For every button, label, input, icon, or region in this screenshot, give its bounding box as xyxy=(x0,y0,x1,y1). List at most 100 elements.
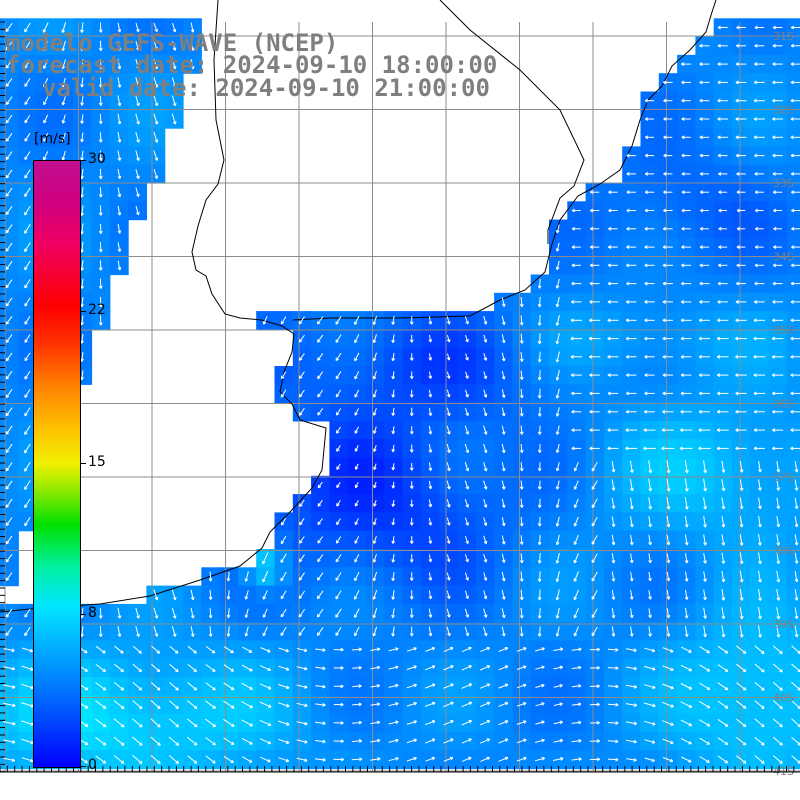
wind-arrow xyxy=(424,701,436,707)
wind-arrow xyxy=(648,516,652,528)
wind-arrow xyxy=(607,757,619,762)
wind-arrow xyxy=(43,96,49,106)
wind-arrow xyxy=(644,263,655,268)
wind-arrow xyxy=(406,720,417,725)
wind-arrow xyxy=(373,444,377,452)
wind-arrow xyxy=(771,373,784,378)
wind-arrow xyxy=(262,626,268,637)
wind-arrow xyxy=(24,480,31,490)
wind-arrow xyxy=(483,608,488,618)
wind-arrow xyxy=(772,135,783,140)
wind-arrow xyxy=(406,665,417,670)
wind-speed-cell xyxy=(786,677,800,696)
wind-arrow xyxy=(699,300,710,304)
latitude-label: 38S xyxy=(773,545,794,558)
wind-arrow xyxy=(735,62,747,66)
wind-arrow xyxy=(117,607,122,619)
wind-arrow xyxy=(537,314,542,326)
wind-arrow xyxy=(699,719,711,727)
wind-arrow xyxy=(735,153,747,158)
wind-arrow xyxy=(721,460,726,473)
wind-arrow xyxy=(443,701,454,708)
wind-arrow xyxy=(625,318,637,323)
wind-arrow xyxy=(535,665,545,670)
wind-arrow xyxy=(772,446,784,451)
wind-arrow xyxy=(772,718,783,728)
wind-arrow xyxy=(132,682,143,691)
wind-arrow xyxy=(464,608,470,618)
wind-arrow xyxy=(573,626,579,637)
wind-arrow xyxy=(644,373,655,378)
wind-arrow xyxy=(446,608,451,618)
wind-arrow xyxy=(644,171,655,176)
colorbar-tick-label: 22 xyxy=(88,302,106,318)
wind-arrow xyxy=(753,300,765,304)
wind-arrow xyxy=(168,736,180,746)
wind-arrow xyxy=(223,700,235,709)
wind-arrow xyxy=(718,245,728,249)
wind-arrow xyxy=(753,318,765,323)
wind-arrow xyxy=(117,59,122,70)
wind-arrow xyxy=(735,446,747,451)
wind-arrow xyxy=(754,190,764,195)
wind-arrow xyxy=(555,260,560,271)
wind-arrow xyxy=(244,608,249,618)
wind-arrow xyxy=(663,208,673,213)
wind-arrow xyxy=(535,683,545,688)
wind-arrow xyxy=(699,190,709,195)
wind-arrow xyxy=(388,720,399,725)
wind-arrow xyxy=(24,279,31,289)
wind-arrow xyxy=(480,646,490,653)
wind-arrow xyxy=(794,589,799,601)
wind-arrow xyxy=(790,153,800,158)
wind-arrow xyxy=(153,113,159,125)
wind-arrow xyxy=(758,479,762,491)
wind-arrow xyxy=(498,683,509,689)
wind-arrow xyxy=(739,515,744,528)
wind-arrow xyxy=(335,316,342,325)
wind-arrow xyxy=(80,150,84,161)
wind-arrow xyxy=(684,515,689,528)
wind-arrow xyxy=(736,281,746,286)
wind-arrow xyxy=(351,739,363,743)
wind-arrow xyxy=(754,263,764,268)
wind-arrow xyxy=(205,737,216,746)
wind-arrow xyxy=(461,683,473,689)
wind-arrow xyxy=(736,682,747,691)
wind-arrow xyxy=(555,296,560,308)
wind-arrow xyxy=(242,646,253,653)
wind-arrow xyxy=(461,756,472,762)
wind-arrow xyxy=(370,738,381,743)
wind-arrow xyxy=(644,245,655,249)
wind-arrow xyxy=(753,391,765,396)
wind-arrow xyxy=(648,608,652,619)
wind-arrow xyxy=(754,25,764,30)
wind-arrow xyxy=(629,608,634,619)
wind-arrow xyxy=(680,409,692,414)
wind-arrow xyxy=(205,755,216,764)
wind-arrow xyxy=(278,647,289,653)
wind-arrow xyxy=(516,702,527,707)
wind-arrow xyxy=(573,516,579,527)
wind-arrow xyxy=(373,481,377,489)
model-title: modelo GEFS-WAVE (NCEP) xyxy=(6,29,339,57)
wind-arrow xyxy=(643,428,656,432)
wind-arrow xyxy=(519,480,524,490)
wind-arrow xyxy=(573,553,579,564)
wind-arrow xyxy=(190,589,195,601)
wind-arrow xyxy=(98,59,103,70)
wind-arrow xyxy=(666,590,671,600)
wind-arrow xyxy=(501,608,506,619)
wind-arrow xyxy=(626,391,637,396)
wind-arrow xyxy=(428,353,433,361)
wind-arrow xyxy=(773,245,783,249)
wind-arrow xyxy=(205,718,216,728)
wind-arrow xyxy=(95,755,107,764)
wind-arrow xyxy=(372,589,378,600)
wind-arrow xyxy=(537,552,542,564)
wind-arrow xyxy=(391,407,396,416)
wind-arrow xyxy=(443,665,454,671)
wind-speed-cells xyxy=(0,18,800,770)
wind-arrow xyxy=(644,391,655,396)
wind-arrow xyxy=(589,428,600,432)
